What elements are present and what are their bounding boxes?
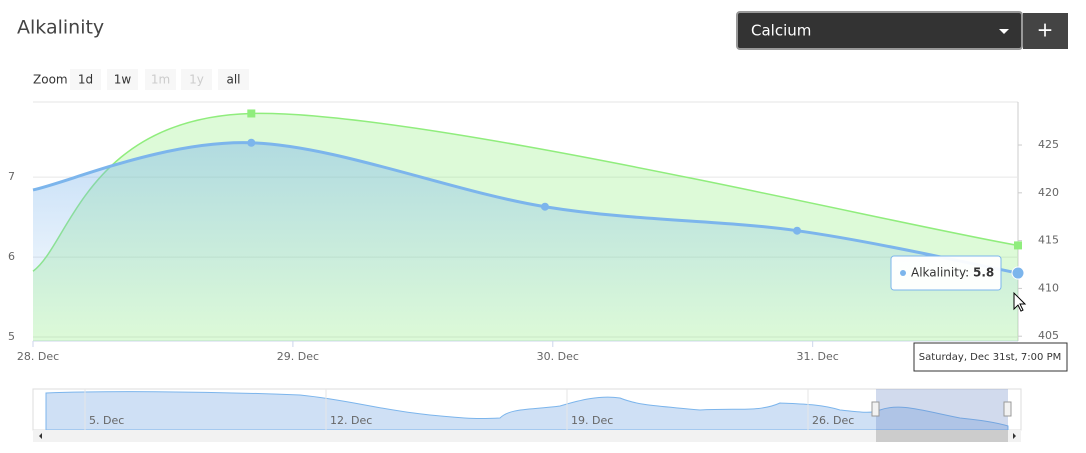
zoom-button <box>145 69 176 90</box>
y2-tick-label: 420 <box>1038 186 1059 199</box>
navigator-label: 12. Dec <box>330 414 372 427</box>
x-tick-label: 28. Dec <box>17 350 59 363</box>
x-tick-label: 31. Dec <box>797 350 839 363</box>
y2-tick-label: 405 <box>1038 329 1059 342</box>
navigator <box>32 388 1022 442</box>
zoom-button <box>181 69 212 90</box>
x-tick-label: 30. Dec <box>537 350 579 363</box>
tooltip-label: Alkalinity: <box>911 266 969 280</box>
y2-tick-label: 410 <box>1038 281 1059 294</box>
tooltip-dot <box>900 270 906 277</box>
cursor <box>1013 291 1027 312</box>
navigator-label: 19. Dec <box>571 414 613 427</box>
y-tick-label: 6 <box>8 250 15 263</box>
y-tick-label: 5 <box>8 330 15 343</box>
navigator-handle[interactable] <box>1003 401 1012 417</box>
series-marker[interactable] <box>793 226 802 235</box>
zoom-button[interactable] <box>70 69 101 90</box>
series-marker[interactable] <box>1011 266 1025 280</box>
page-title: Alkalinity <box>17 17 104 39</box>
navigator-handle[interactable] <box>871 401 880 417</box>
tooltip-box <box>890 255 1002 291</box>
zoom-button[interactable] <box>218 69 249 90</box>
series-area <box>33 142 1018 341</box>
x-tooltip-label: Saturday, Dec 31st, 7:00 PM <box>919 352 1061 363</box>
navigator-series <box>45 391 1009 431</box>
add-button[interactable] <box>1023 13 1068 49</box>
y2-tick-label: 415 <box>1038 234 1059 247</box>
navigator-selection[interactable] <box>876 389 1008 430</box>
series-marker[interactable] <box>1014 241 1022 250</box>
x-tooltip-box <box>913 342 1068 372</box>
y2-tick-label: 425 <box>1038 138 1059 151</box>
zoom-button-label[interactable]: all <box>226 73 240 87</box>
y-tick-label: 7 <box>8 170 15 183</box>
add-button-label[interactable]: + <box>1037 18 1054 42</box>
x-tick-label: 29. Dec <box>277 350 319 363</box>
zoom-button-label: 1y <box>189 73 204 87</box>
series-marker[interactable] <box>540 202 549 211</box>
navigator-label: 26. Dec <box>812 414 854 427</box>
dropdown-value[interactable]: Calcium <box>751 22 811 40</box>
dropdown-arrow <box>999 29 1009 34</box>
scrollbar-thumb[interactable] <box>876 430 1008 442</box>
zoom-label: Zoom <box>33 73 68 87</box>
scrollbar-track[interactable] <box>33 430 1021 442</box>
tooltip-value: 5.8 <box>973 266 994 280</box>
zoom-button[interactable] <box>107 69 138 90</box>
zoom-button-label[interactable]: 1d <box>78 73 93 87</box>
series-marker[interactable] <box>247 138 256 147</box>
series-marker[interactable] <box>247 109 256 118</box>
dropdown[interactable] <box>736 11 1023 50</box>
zoom-button-label: 1m <box>151 73 170 87</box>
zoom-button-label[interactable]: 1w <box>114 73 132 87</box>
navigator-label: 5. Dec <box>89 414 124 427</box>
